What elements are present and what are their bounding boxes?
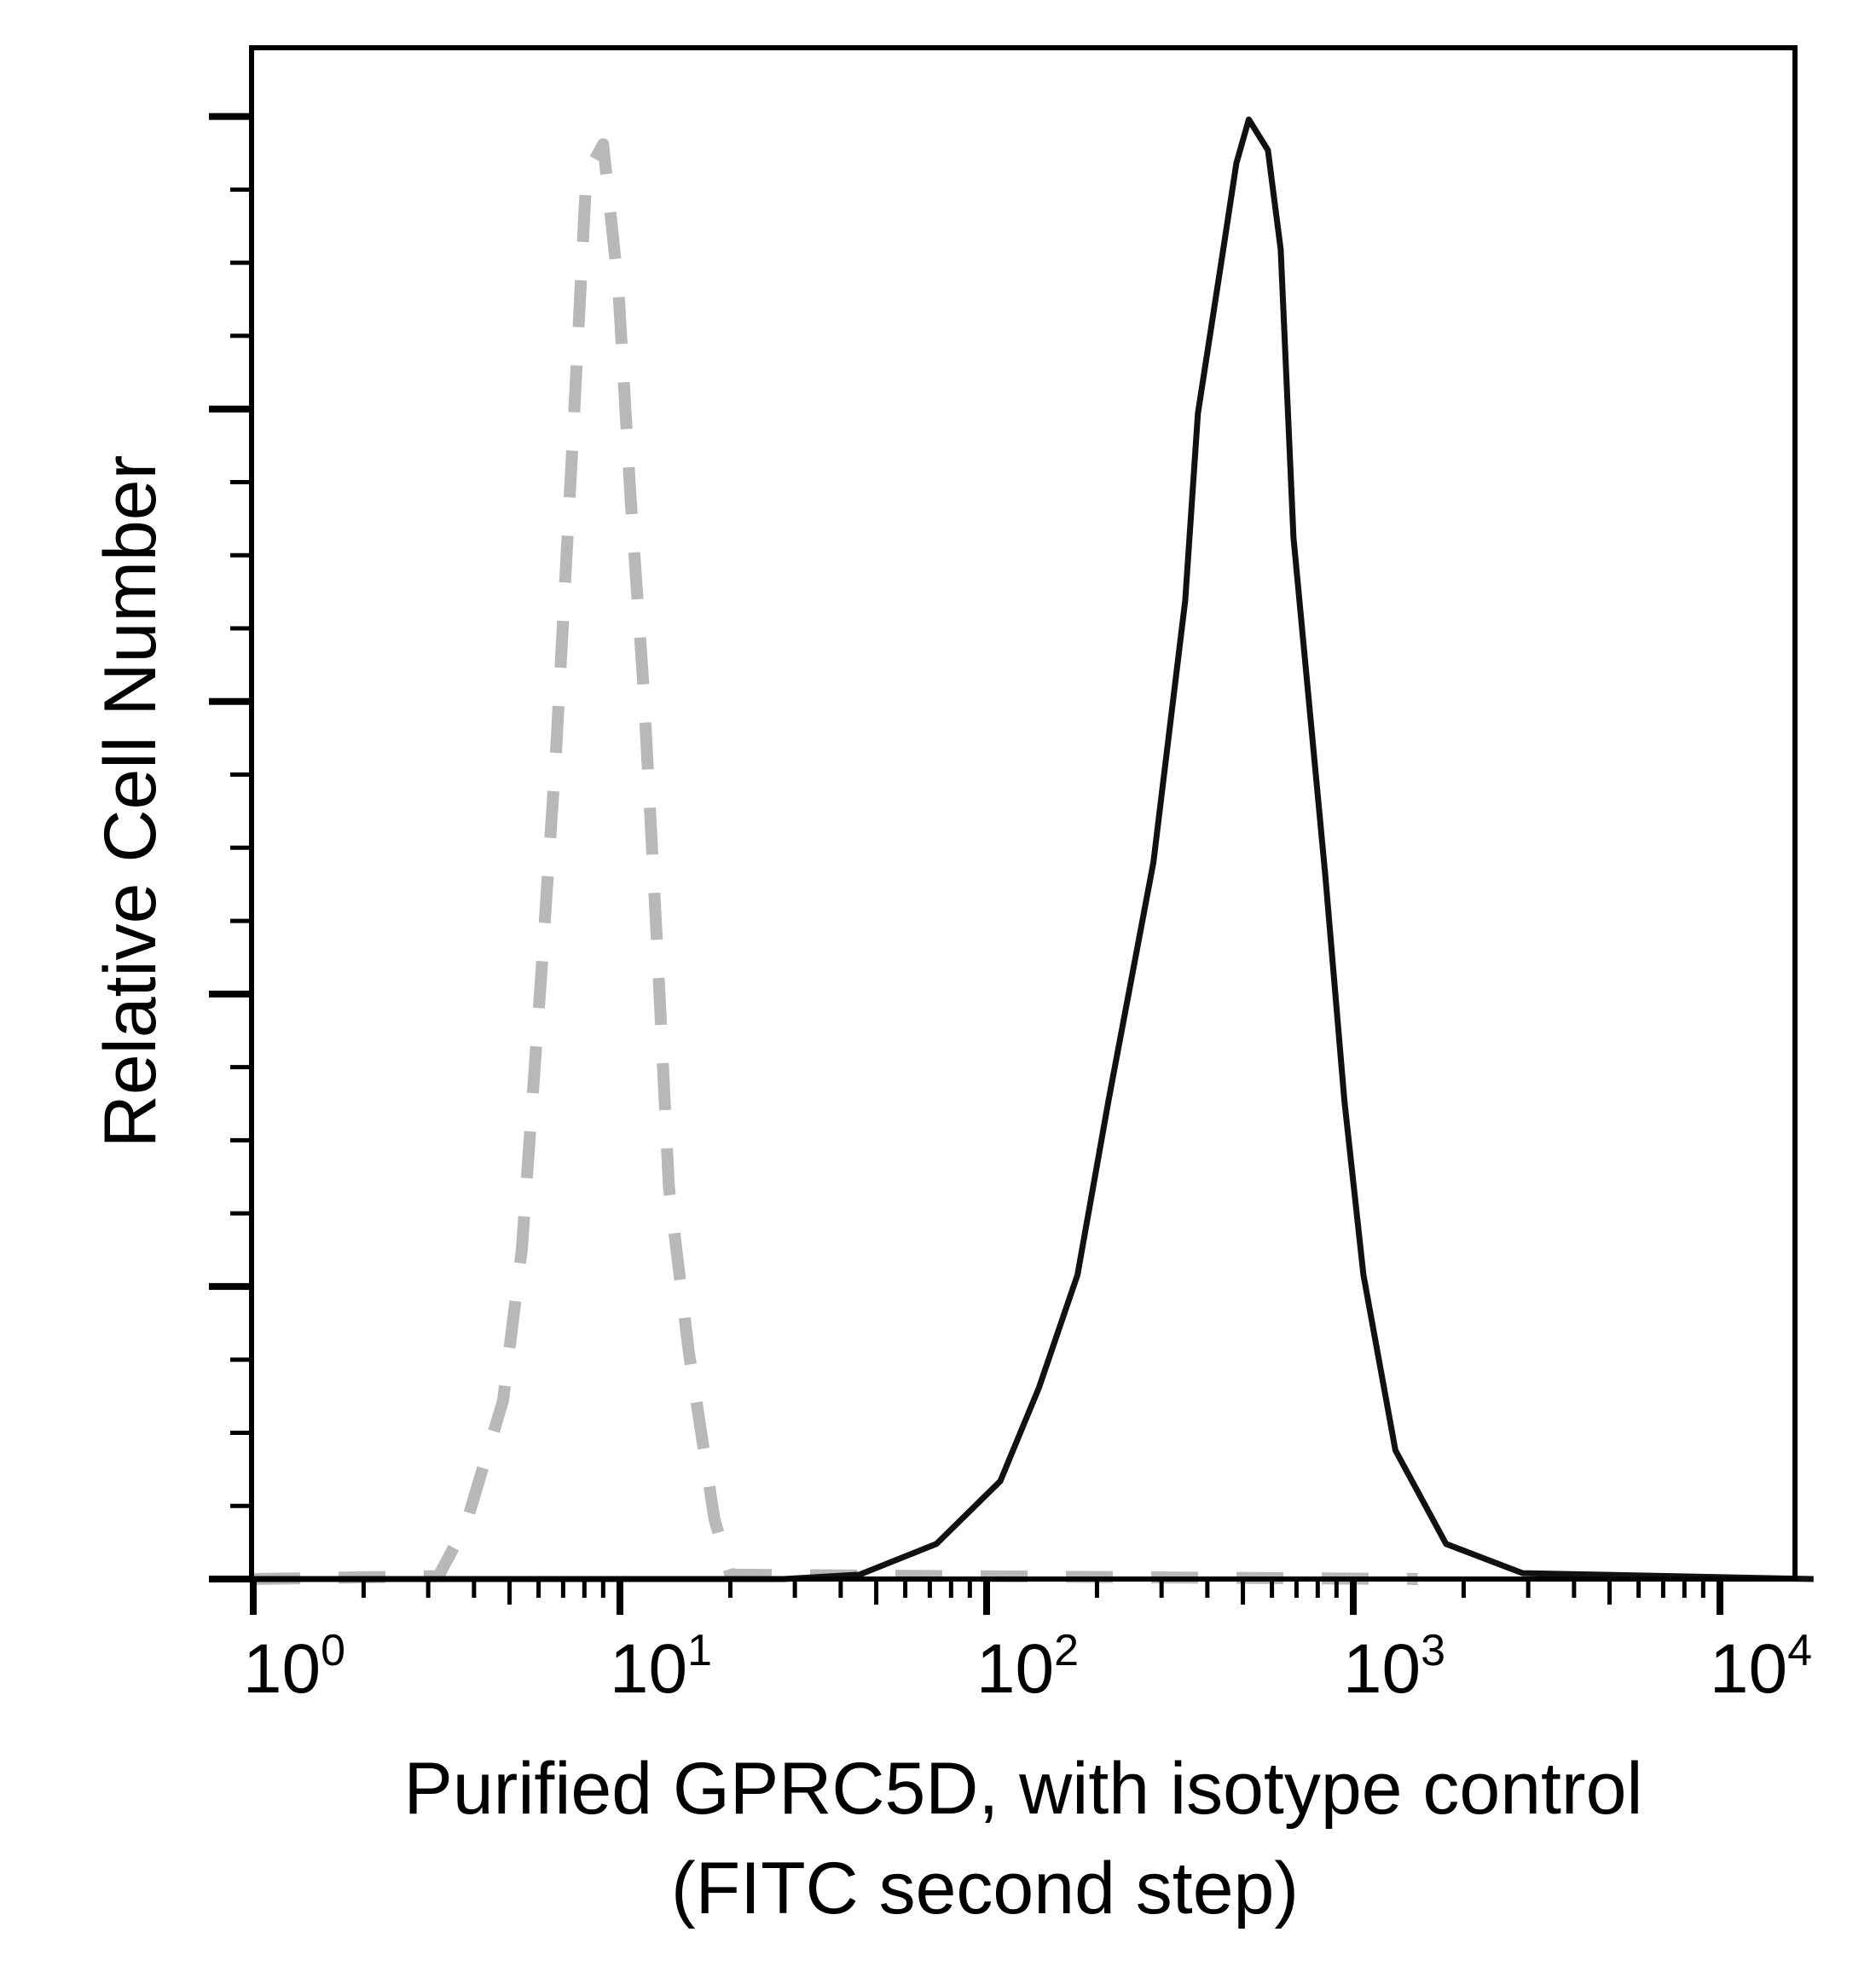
x-axis-label-line1: Purified GPRC5D, with isotype control — [403, 1748, 1642, 1830]
x-tick-label-1000: 103 — [1343, 1626, 1445, 1708]
x-tick-label-10: 101 — [610, 1626, 712, 1708]
gprc5d-histogram — [253, 116, 1814, 1582]
x-tick-label-10000: 104 — [1710, 1626, 1812, 1708]
isotype-control-histogram — [252, 138, 1418, 1585]
x-axis-label-line2: (FITC second step) — [671, 1848, 1299, 1929]
plot-marks — [252, 116, 1814, 1585]
y-axis-label: Relative Cell Number — [90, 455, 171, 1148]
plot-frame — [249, 45, 1798, 1582]
axis-ticks — [209, 113, 1723, 1615]
x-tick-labels: 100 101 102 103 104 — [243, 1626, 1812, 1708]
x-tick-label-100: 102 — [976, 1626, 1079, 1708]
x-tick-label-1: 100 — [243, 1626, 345, 1708]
